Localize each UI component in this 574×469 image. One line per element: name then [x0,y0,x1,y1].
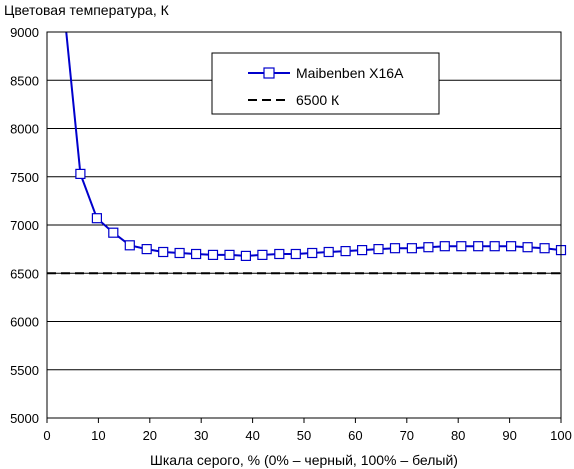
data-point-maibenben [257,249,268,260]
y-tick-label: 6000 [10,315,39,330]
x-tick-label: 100 [550,428,572,443]
legend-label-maibenben: Maibenben X16A [296,65,404,81]
data-point-maibenben [456,241,467,252]
legend-marker-maibenben [263,67,275,79]
y-tick-label: 5500 [10,363,39,378]
data-point-maibenben [423,242,434,253]
data-point-maibenben [224,249,235,260]
data-point-maibenben [406,243,417,254]
data-point-maibenben [124,240,135,251]
data-point-maibenben [158,246,169,258]
x-tick-label: 80 [451,428,465,443]
data-point-maibenben [174,247,185,259]
data-point-maibenben [473,241,484,252]
data-point-maibenben [439,241,450,252]
x-axis-title: Шкала серого, % (0% – черный, 100% – бел… [150,452,458,468]
data-point-maibenben [290,248,301,260]
data-point-maibenben [191,248,202,260]
x-tick-label: 20 [143,428,157,443]
data-point-maibenben [340,246,351,257]
x-tick-label: 60 [348,428,362,443]
x-tick-label: 30 [194,428,208,443]
x-tick-label: 10 [91,428,105,443]
data-point-maibenben [75,168,86,179]
x-tick-label: 50 [297,428,311,443]
data-point-maibenben [108,227,119,238]
data-point-maibenben [240,250,251,261]
data-point-maibenben [539,243,550,254]
plot-frame [46,31,562,419]
x-tick-label: 0 [43,428,50,443]
data-point-maibenben [357,245,368,256]
data-point-maibenben [207,249,219,260]
x-tick-label: 70 [400,428,414,443]
data-point-maibenben [389,243,401,254]
data-point-maibenben [91,213,103,224]
series-line-maibenben [65,32,561,257]
legend-box [211,52,440,115]
legend-label-6500k: 6500 К [296,92,340,108]
data-point-maibenben [506,241,517,252]
data-point-maibenben [307,247,318,259]
y-tick-label: 7500 [10,170,39,185]
y-tick-label: 5000 [10,411,39,426]
data-point-maibenben [489,241,500,252]
tick-labels: 5000 5500 6000 6500 7000 7500 8000 8500 9000 0 10 2… [10,25,572,443]
data-point-maibenben [373,244,384,255]
legend: Maibenben X16A 6500 К [211,52,440,115]
series-layer [47,32,567,275]
x-tick-label: 90 [502,428,516,443]
data-point-maibenben [323,246,334,258]
y-tick-label: 9000 [10,25,39,40]
data-point-maibenben [141,244,152,255]
y-tick-label: 6500 [10,266,39,281]
y-tick-label: 8500 [10,73,39,88]
x-tick-label: 40 [245,428,259,443]
data-point-maibenben [522,242,533,253]
y-tick-label: 8000 [10,122,39,137]
y-tick-label: 7000 [10,218,39,233]
y-axis-title: Цветовая температура, К [4,2,170,18]
data-point-maibenben [274,248,285,260]
